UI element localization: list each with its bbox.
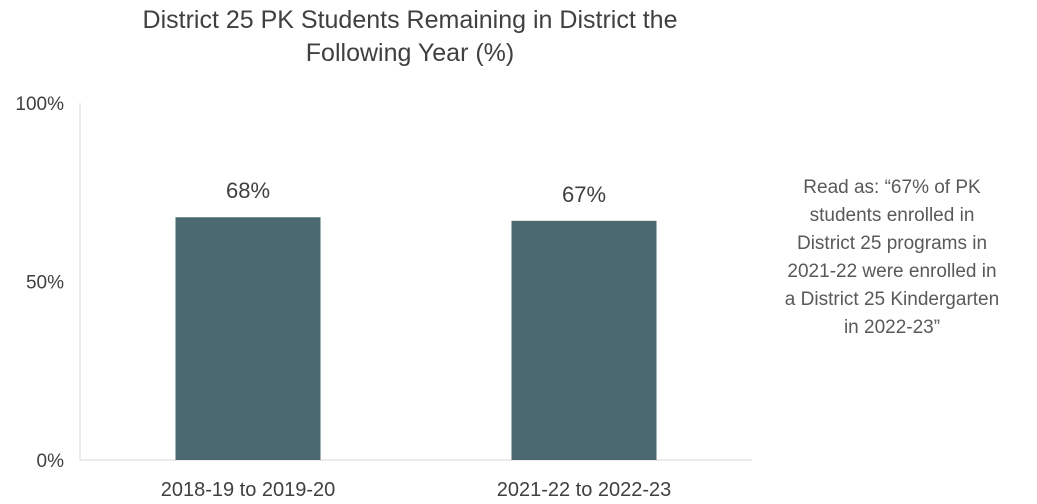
annotation-line: District 25 programs in [796,233,988,254]
x-tick-label: 2021-22 to 2022-23 [497,479,672,501]
y-tick-label: 0% [37,451,65,472]
annotation-line: students enrolled in [809,205,975,226]
read-as-annotation: Read as: “67% of PK students enrolled in… [752,174,1032,342]
chart-title-line-2: Following Year (%) [305,39,515,67]
chart-title: District 25 PK Students Remaining in Dis… [60,4,760,70]
y-tick-label: 50% [26,273,64,294]
bar-data-label: 67% [562,182,606,207]
annotation-line: in 2022-23” [843,317,941,338]
annotation-line: 2021-22 were enrolled in [787,261,997,282]
bar [175,217,321,460]
annotation-line: Read as: “67% of PK [803,177,981,198]
bar-data-label: 68% [226,178,270,203]
bar [511,220,657,460]
chart-title-line-1: District 25 PK Students Remaining in Dis… [142,6,678,34]
x-tick-label: 2018-19 to 2019-20 [161,479,336,501]
annotation-line: a District 25 Kindergarten [784,289,1000,310]
y-tick-label: 100% [15,94,64,115]
